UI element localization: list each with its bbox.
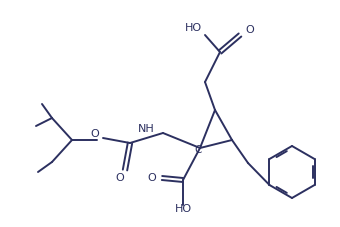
Text: HO: HO [184, 23, 202, 33]
Text: O: O [116, 173, 124, 183]
Text: O: O [91, 129, 99, 139]
Text: HO: HO [174, 204, 191, 214]
Text: NH: NH [138, 124, 155, 134]
Text: C: C [194, 145, 202, 155]
Text: O: O [245, 25, 254, 35]
Text: O: O [148, 173, 156, 183]
